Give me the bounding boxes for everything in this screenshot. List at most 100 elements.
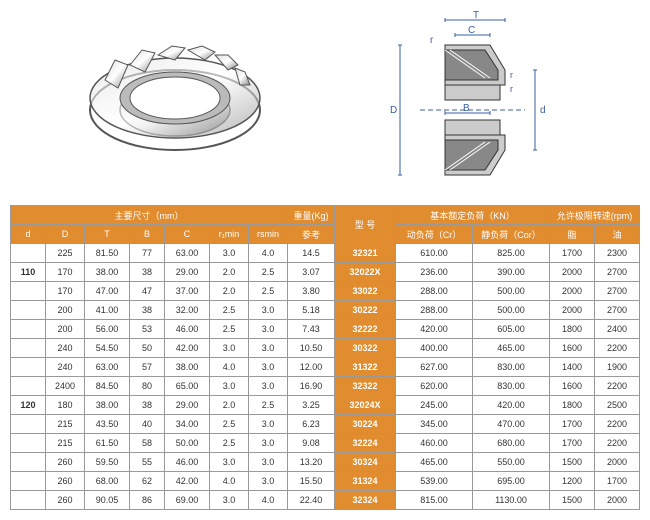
col-T: T xyxy=(85,225,130,244)
cell: 260 xyxy=(46,472,85,491)
cell: 420.00 xyxy=(396,320,473,339)
cell: 32321 xyxy=(335,244,396,263)
cell: 50 xyxy=(130,339,165,358)
cell: 825.00 xyxy=(473,244,550,263)
cell: 465.00 xyxy=(473,339,550,358)
spec-table: 主要尺寸（mm） 重量(Kg) 型 号 基本额定负荷（KN） 允许极限转速(rp… xyxy=(10,205,640,510)
cell: 42.00 xyxy=(165,472,210,491)
cell: 3.07 xyxy=(288,263,335,282)
cell: 120 xyxy=(11,396,46,415)
cell: 1700 xyxy=(550,244,595,263)
cell: 22.40 xyxy=(288,491,335,510)
cell: 2200 xyxy=(595,377,640,396)
cell: 30222 xyxy=(335,301,396,320)
cell: 345.00 xyxy=(396,415,473,434)
cell: 815.00 xyxy=(396,491,473,510)
cell: 2.5 xyxy=(210,320,249,339)
cell xyxy=(11,301,46,320)
cell: 620.00 xyxy=(396,377,473,396)
cell: 15.50 xyxy=(288,472,335,491)
cell: 2000 xyxy=(550,263,595,282)
table-row: 26059.505546.003.03.013.2030324465.00550… xyxy=(11,453,640,472)
cell: 38.00 xyxy=(165,358,210,377)
cell: 2000 xyxy=(595,491,640,510)
cell: 2.5 xyxy=(210,434,249,453)
cell: 30322 xyxy=(335,339,396,358)
col-d: d xyxy=(11,225,46,244)
cell: 14.5 xyxy=(288,244,335,263)
cell: 53 xyxy=(130,320,165,339)
col-grease: 脂 xyxy=(550,225,595,244)
cell: 2.5 xyxy=(210,301,249,320)
cell: 2000 xyxy=(550,301,595,320)
top-section: T C r D d B r r xyxy=(10,10,640,200)
svg-text:B: B xyxy=(463,103,470,114)
cell: 200 xyxy=(46,320,85,339)
cell: 12.00 xyxy=(288,358,335,377)
cell: 3.0 xyxy=(210,377,249,396)
cell: 2000 xyxy=(595,453,640,472)
cell: 46.00 xyxy=(165,453,210,472)
bearing-illustration xyxy=(10,10,330,200)
table-row: 21561.505850.002.53.09.0832224460.00680.… xyxy=(11,434,640,453)
cell: 32224 xyxy=(335,434,396,453)
cell: 240 xyxy=(46,358,85,377)
cell: 38.00 xyxy=(85,263,130,282)
cell: 9.08 xyxy=(288,434,335,453)
cell: 2.0 xyxy=(210,396,249,415)
cell: 58 xyxy=(130,434,165,453)
cell: 3.0 xyxy=(210,453,249,472)
cell: 2.5 xyxy=(249,396,288,415)
cell: 288.00 xyxy=(396,282,473,301)
cell: 550.00 xyxy=(473,453,550,472)
cell: 47.00 xyxy=(85,282,130,301)
table-row: 26090.058669.003.04.022.4032324815.00113… xyxy=(11,491,640,510)
cell xyxy=(11,453,46,472)
cell: 41.00 xyxy=(85,301,130,320)
cell: 33022 xyxy=(335,282,396,301)
cell: 1800 xyxy=(550,396,595,415)
cell: 170 xyxy=(46,282,85,301)
cell: 610.00 xyxy=(396,244,473,263)
svg-text:r: r xyxy=(510,84,513,94)
cell: 10.50 xyxy=(288,339,335,358)
cell: 3.0 xyxy=(249,377,288,396)
cell: 55 xyxy=(130,453,165,472)
cell: 240 xyxy=(46,339,85,358)
cell: 830.00 xyxy=(473,377,550,396)
cell: 34.00 xyxy=(165,415,210,434)
cell xyxy=(11,491,46,510)
cell: 2700 xyxy=(595,301,640,320)
cell: 62 xyxy=(130,472,165,491)
cell: 90.05 xyxy=(85,491,130,510)
cell: 3.25 xyxy=(288,396,335,415)
cell: 77 xyxy=(130,244,165,263)
cell: 4.0 xyxy=(210,358,249,377)
cell: 57 xyxy=(130,358,165,377)
cell: 236.00 xyxy=(396,263,473,282)
table-row: 22581.507763.003.04.014.532321610.00825.… xyxy=(11,244,640,263)
cell: 225 xyxy=(46,244,85,263)
cell: 3.0 xyxy=(249,415,288,434)
cell: 1400 xyxy=(550,358,595,377)
cell: 29.00 xyxy=(165,396,210,415)
cell: 1600 xyxy=(550,377,595,396)
cell: 245.00 xyxy=(396,396,473,415)
col-rsmin: rsmin xyxy=(249,225,288,244)
cell: 627.00 xyxy=(396,358,473,377)
svg-text:T: T xyxy=(473,10,479,21)
table-row: 17047.004737.002.02.53.8033022288.00500.… xyxy=(11,282,640,301)
cell: 31324 xyxy=(335,472,396,491)
cell: 3.80 xyxy=(288,282,335,301)
col-B: B xyxy=(130,225,165,244)
table-row: 20041.003832.002.53.05.1830222288.00500.… xyxy=(11,301,640,320)
col-r1min: r₁min xyxy=(210,225,249,244)
cell: 56.00 xyxy=(85,320,130,339)
col-C: C xyxy=(165,225,210,244)
cell: 180 xyxy=(46,396,85,415)
cell: 605.00 xyxy=(473,320,550,339)
cell: 6.23 xyxy=(288,415,335,434)
cell: 38 xyxy=(130,396,165,415)
cell: 30224 xyxy=(335,415,396,434)
col-dyn: 动负荷（Cr） xyxy=(396,225,473,244)
